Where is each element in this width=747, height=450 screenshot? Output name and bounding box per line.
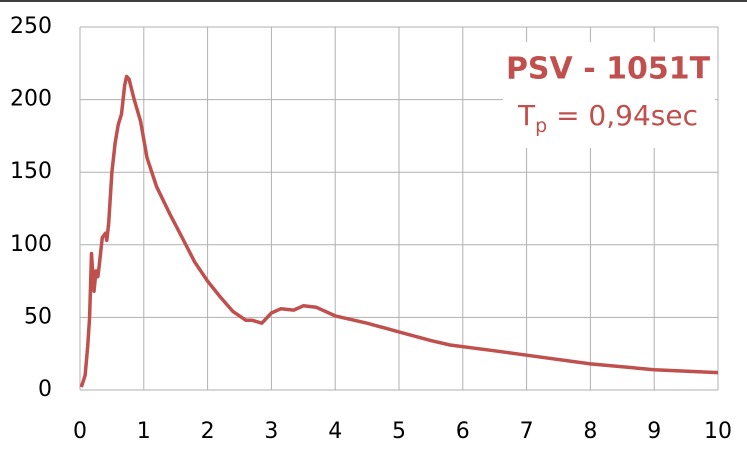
annotation-rest: = 0,94sec — [547, 99, 698, 132]
x-tick-label: 3 — [264, 419, 278, 444]
x-tick-label: 0 — [73, 419, 87, 444]
y-tick-label: 200 — [10, 87, 52, 112]
x-tick-label: 9 — [647, 419, 661, 444]
annotation-box — [503, 42, 715, 148]
x-tick-label: 1 — [137, 419, 151, 444]
x-tick-label: 5 — [392, 419, 406, 444]
x-tick-label: 6 — [456, 419, 470, 444]
y-tick-label: 50 — [24, 304, 52, 329]
y-tick-label: 250 — [10, 14, 52, 39]
y-tick-label: 150 — [10, 159, 52, 184]
annotation-t: T — [517, 99, 536, 132]
plot-area: 0 50 100 150 200 250 0 1 2 3 4 5 6 7 8 9 10 — [10, 14, 732, 444]
y-tick-label: 0 — [38, 377, 52, 402]
x-tick-label: 2 — [201, 419, 215, 444]
annotation-sub: p — [535, 115, 547, 137]
data-line — [79, 74, 719, 388]
x-tick-label: 4 — [328, 419, 342, 444]
x-tick-label: 10 — [704, 419, 732, 444]
x-tick-label: 8 — [583, 419, 597, 444]
annotation-subtitle: Tp = 0,94sec — [517, 99, 698, 137]
annotation-title: PSV - 1051T — [506, 52, 711, 87]
x-tick-label: 7 — [520, 419, 534, 444]
y-tick-label: 100 — [10, 232, 52, 257]
